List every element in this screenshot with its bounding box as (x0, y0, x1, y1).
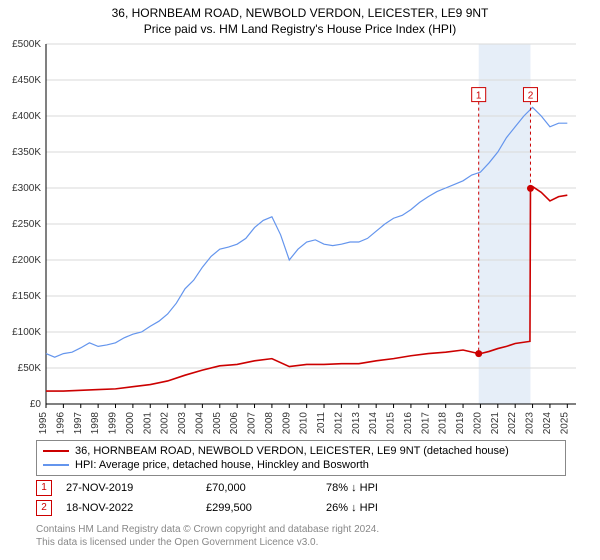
svg-text:2025: 2025 (559, 412, 570, 435)
transaction-pct: 78% ↓ HPI (326, 482, 446, 494)
svg-text:£150K: £150K (12, 291, 41, 302)
svg-text:2007: 2007 (247, 412, 258, 435)
svg-text:£100K: £100K (12, 327, 41, 338)
svg-text:2010: 2010 (299, 412, 310, 435)
legend-swatch (43, 464, 69, 466)
svg-text:2013: 2013 (351, 412, 362, 435)
legend-label: 36, HORNBEAM ROAD, NEWBOLD VERDON, LEICE… (75, 445, 509, 457)
svg-text:£250K: £250K (12, 219, 41, 230)
svg-text:1998: 1998 (90, 412, 101, 435)
legend-item: 36, HORNBEAM ROAD, NEWBOLD VERDON, LEICE… (43, 444, 559, 458)
svg-text:2008: 2008 (264, 412, 275, 435)
transaction-price: £299,500 (206, 502, 326, 514)
svg-text:2020: 2020 (472, 412, 483, 435)
svg-text:2009: 2009 (281, 412, 292, 435)
transaction-table: 1 27-NOV-2019 £70,000 78% ↓ HPI 2 18-NOV… (36, 478, 446, 518)
transaction-marker: 1 (36, 480, 52, 496)
svg-text:£500K: £500K (12, 39, 41, 50)
svg-text:2006: 2006 (229, 412, 240, 435)
legend: 36, HORNBEAM ROAD, NEWBOLD VERDON, LEICE… (36, 440, 566, 476)
svg-text:2018: 2018 (438, 412, 449, 435)
svg-text:2016: 2016 (403, 412, 414, 435)
svg-text:2022: 2022 (507, 412, 518, 435)
svg-text:2017: 2017 (420, 412, 431, 435)
svg-text:2014: 2014 (368, 412, 379, 435)
svg-text:2024: 2024 (542, 412, 553, 435)
svg-text:£50K: £50K (18, 363, 42, 374)
legend-swatch (43, 450, 69, 452)
svg-text:2012: 2012 (333, 412, 344, 435)
svg-text:2021: 2021 (490, 412, 501, 435)
svg-text:2011: 2011 (316, 412, 327, 434)
price-chart: £0£50K£100K£150K£200K£250K£300K£350K£400… (46, 44, 576, 404)
attribution-line2: This data is licensed under the Open Gov… (36, 537, 379, 550)
transaction-price: £70,000 (206, 482, 326, 494)
svg-text:£0: £0 (30, 399, 42, 410)
svg-text:2019: 2019 (455, 412, 466, 435)
svg-text:2004: 2004 (194, 412, 205, 435)
svg-text:1995: 1995 (38, 412, 49, 435)
svg-text:2023: 2023 (525, 412, 536, 435)
svg-text:2001: 2001 (142, 412, 153, 435)
attribution: Contains HM Land Registry data © Crown c… (36, 524, 379, 549)
svg-text:2000: 2000 (125, 412, 136, 435)
transaction-marker: 2 (36, 500, 52, 516)
svg-text:1997: 1997 (73, 412, 84, 435)
svg-text:2: 2 (528, 91, 534, 102)
title-line1: 36, HORNBEAM ROAD, NEWBOLD VERDON, LEICE… (0, 6, 600, 20)
title-line2: Price paid vs. HM Land Registry's House … (0, 22, 600, 36)
svg-text:£350K: £350K (12, 147, 41, 158)
svg-text:1: 1 (476, 91, 482, 102)
svg-text:£400K: £400K (12, 111, 41, 122)
svg-text:2005: 2005 (212, 412, 223, 435)
transaction-row: 2 18-NOV-2022 £299,500 26% ↓ HPI (36, 498, 446, 518)
svg-text:2003: 2003 (177, 412, 188, 435)
svg-text:1999: 1999 (108, 412, 119, 435)
svg-text:£300K: £300K (12, 183, 41, 194)
attribution-line1: Contains HM Land Registry data © Crown c… (36, 524, 379, 537)
chart-title-block: 36, HORNBEAM ROAD, NEWBOLD VERDON, LEICE… (0, 0, 600, 36)
transaction-date: 27-NOV-2019 (66, 482, 206, 494)
svg-text:£450K: £450K (12, 75, 41, 86)
svg-text:1996: 1996 (55, 412, 66, 435)
legend-item: HPI: Average price, detached house, Hinc… (43, 458, 559, 472)
legend-label: HPI: Average price, detached house, Hinc… (75, 459, 369, 471)
transaction-pct: 26% ↓ HPI (326, 502, 446, 514)
svg-text:2015: 2015 (386, 412, 397, 435)
svg-text:£200K: £200K (12, 255, 41, 266)
svg-text:2002: 2002 (160, 412, 171, 435)
transaction-date: 18-NOV-2022 (66, 502, 206, 514)
transaction-row: 1 27-NOV-2019 £70,000 78% ↓ HPI (36, 478, 446, 498)
